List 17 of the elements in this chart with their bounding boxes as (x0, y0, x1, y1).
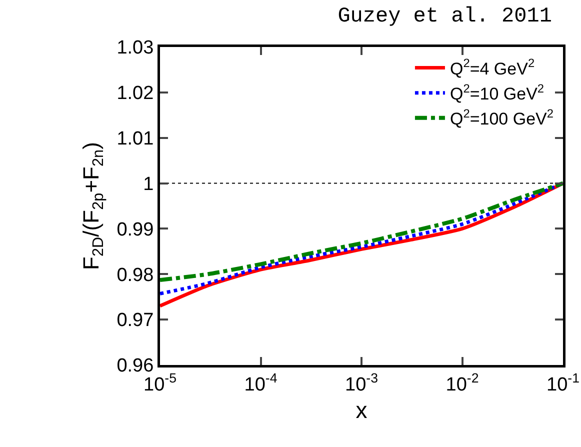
x-tick-label: 10$^{-3}$ (345, 370, 378, 396)
y-tick-label: 1.02 (116, 83, 154, 104)
x-axis-title: x (356, 397, 368, 424)
y-tick-label: 1 (143, 174, 154, 195)
chart-title: Guzey et al. 2011 (338, 5, 552, 28)
x-tick-label: 10$^{-4}$ (244, 370, 278, 396)
y-tick-label: 0.97 (116, 310, 154, 332)
y-tick-label: 0.96 (116, 356, 154, 377)
legend-label: Q$^{2}$=100 GeV$^{2}$ (450, 106, 554, 129)
x-tick-label: 10$^{-2}$ (446, 370, 479, 396)
x-tick-label: 10$^{-1}$ (546, 370, 580, 396)
y-tick-label: 0.98 (116, 264, 154, 286)
legend-label: Q$^{2}$=10 GeV$^{2}$ (450, 81, 544, 104)
y-tick-label: 0.99 (116, 219, 154, 240)
legend-label: Q$^{2}$=4 GeV$^{2}$ (450, 56, 535, 78)
y-tick-label: 1.01 (116, 128, 154, 150)
y-tick-label: 1.03 (116, 38, 154, 59)
